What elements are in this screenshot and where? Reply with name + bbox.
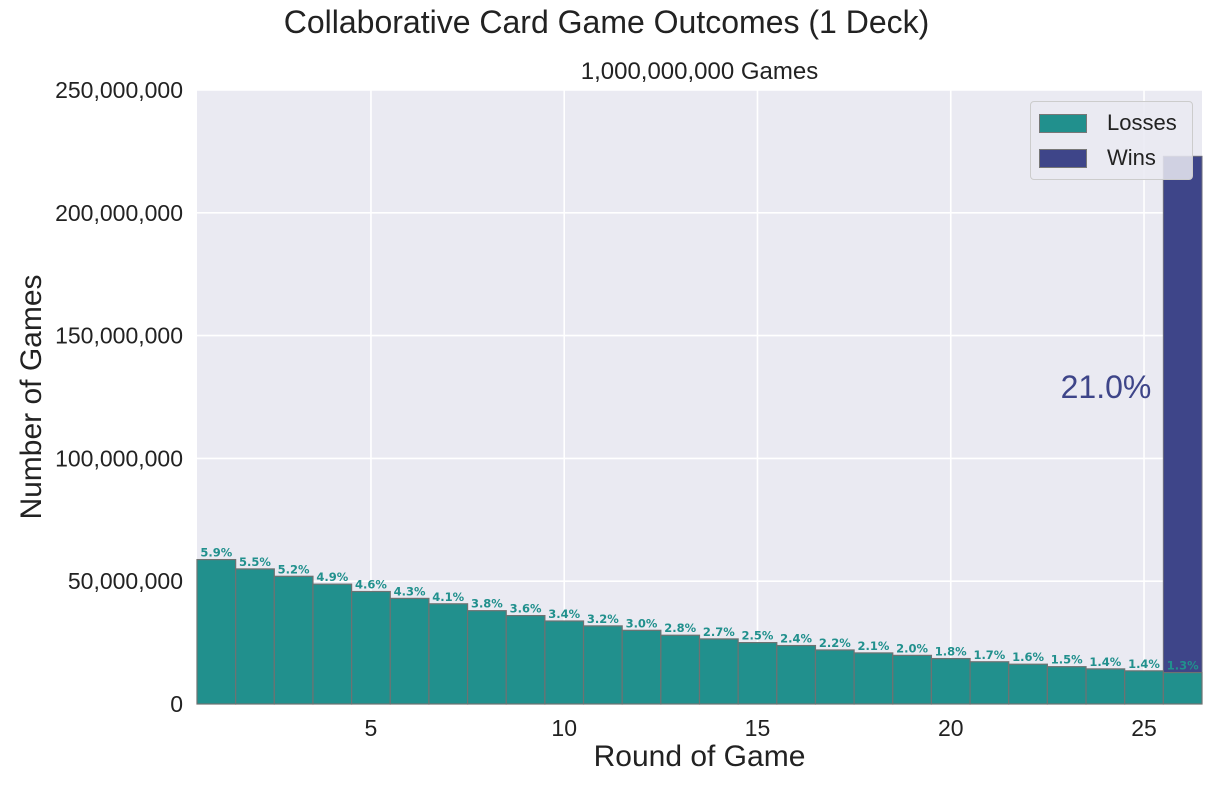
losses-bar — [544, 620, 585, 705]
losses-data-label: 5.5% — [239, 555, 271, 569]
losses-data-label: 4.6% — [355, 578, 387, 592]
losses-bar — [737, 641, 778, 705]
losses-data-label: 2.2% — [819, 636, 851, 650]
losses-bar — [1008, 663, 1048, 705]
losses-bar — [235, 568, 275, 705]
losses-data-label: 1.4% — [1128, 657, 1160, 671]
losses-bar — [505, 614, 546, 705]
legend-swatch-wins — [1039, 148, 1087, 168]
losses-data-label: 5.2% — [278, 562, 310, 576]
losses-data-label: 3.4% — [548, 607, 580, 621]
wins-bar — [1162, 155, 1203, 705]
losses-bar — [892, 654, 933, 705]
x-tick-label: 20 — [938, 715, 964, 741]
losses-bar — [814, 649, 855, 705]
losses-data-label: 2.5% — [742, 629, 774, 643]
losses-data-label: 3.0% — [626, 616, 658, 630]
losses-data-label: 3.2% — [587, 612, 619, 626]
losses-data-label: 4.9% — [316, 570, 348, 584]
losses-bar — [273, 575, 314, 705]
losses-bar — [1162, 671, 1203, 705]
losses-data-label: 1.4% — [1089, 655, 1121, 669]
y-tick-label: 150,000,000 — [55, 323, 183, 349]
y-tick-label: 50,000,000 — [68, 568, 183, 594]
losses-bar — [776, 644, 817, 705]
losses-data-label: 4.1% — [432, 590, 464, 604]
legend-label-losses: Losses — [1107, 110, 1177, 135]
losses-data-label: 2.7% — [703, 625, 735, 639]
losses-bar — [1085, 668, 1126, 705]
losses-data-label: 3.8% — [471, 597, 503, 611]
losses-bar — [853, 652, 894, 705]
losses-data-label: 4.3% — [394, 584, 426, 598]
losses-bar — [428, 603, 469, 705]
x-tick-label: 10 — [551, 715, 577, 741]
losses-bar — [196, 558, 237, 705]
losses-bar — [969, 661, 1010, 705]
wins-data-label: 21.0% — [1061, 369, 1152, 405]
chart-title: Collaborative Card Game Outcomes (1 Deck… — [283, 4, 930, 40]
losses-data-label: 1.7% — [973, 648, 1005, 662]
chart-subtitle: 1,000,000,000 Games — [580, 58, 819, 85]
x-tick-label: 5 — [365, 715, 378, 741]
x-tick-label: 25 — [1131, 715, 1157, 741]
legend-label-wins: Wins — [1107, 145, 1156, 170]
losses-data-label: 1.3% — [1167, 659, 1199, 673]
losses-bar — [930, 657, 971, 705]
losses-bar — [351, 590, 391, 705]
losses-data-label: 3.6% — [510, 602, 542, 616]
data-labels: 5.9% 5.5% 5.2% 4.9% 4.6% 4.3% 4.1% 3.8% 3.6% 3.4%… — [200, 369, 1199, 673]
losses-data-label: 2.8% — [664, 621, 696, 635]
losses-bar — [389, 597, 430, 705]
losses-data-label: 5.9% — [200, 546, 232, 560]
losses-bar — [698, 638, 739, 705]
legend-swatch-losses — [1039, 113, 1087, 133]
legend-item-losses: Losses — [1039, 110, 1177, 135]
losses-data-label: 2.0% — [896, 641, 928, 655]
bars — [196, 155, 1203, 705]
losses-bar — [1124, 670, 1164, 705]
y-tick-label: 200,000,000 — [55, 200, 183, 226]
losses-bar — [466, 610, 507, 705]
y-tick-label: 0 — [170, 691, 183, 717]
x-tick-labels: 5 10 15 20 25 — [365, 715, 1157, 741]
legend: Losses Wins — [1030, 101, 1193, 180]
losses-bar — [660, 634, 701, 705]
losses-data-label: 2.4% — [780, 632, 812, 646]
y-tick-label: 250,000,000 — [55, 77, 183, 103]
x-axis-label: Round of Game — [593, 740, 806, 773]
losses-data-label: 2.1% — [857, 639, 889, 653]
y-tick-labels: 0 50,000,000 100,000,000 150,000,000 200,000… — [55, 77, 183, 717]
losses-bar — [312, 583, 353, 705]
losses-bar — [582, 625, 623, 705]
losses-data-label: 1.8% — [935, 645, 967, 659]
losses-data-label: 1.5% — [1051, 653, 1083, 667]
losses-bar — [1046, 666, 1087, 705]
y-tick-label: 100,000,000 — [55, 445, 183, 471]
losses-data-label: 1.6% — [1012, 650, 1044, 664]
losses-bar — [621, 629, 662, 705]
legend-item-wins: Wins — [1039, 145, 1156, 170]
x-tick-label: 15 — [745, 715, 771, 741]
